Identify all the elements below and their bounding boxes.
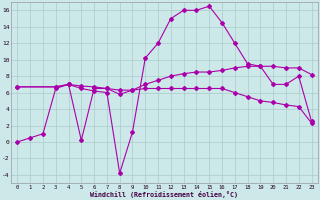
X-axis label: Windchill (Refroidissement éolien,°C): Windchill (Refroidissement éolien,°C) (91, 191, 238, 198)
